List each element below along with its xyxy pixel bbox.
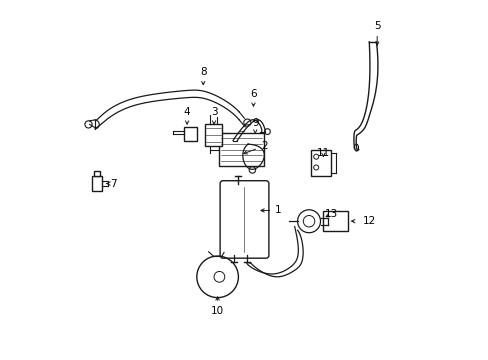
Text: 1: 1 <box>261 206 281 216</box>
Text: 11: 11 <box>316 148 329 158</box>
Bar <box>92 176 102 192</box>
FancyBboxPatch shape <box>220 181 268 258</box>
Bar <box>204 125 222 146</box>
Text: 12: 12 <box>362 216 375 226</box>
Text: 6: 6 <box>250 89 256 106</box>
Text: 7: 7 <box>106 179 117 189</box>
Bar <box>310 149 330 176</box>
Text: 9: 9 <box>251 118 258 134</box>
Text: 3: 3 <box>210 107 217 124</box>
Text: 10: 10 <box>211 297 224 316</box>
Text: 5: 5 <box>373 21 380 45</box>
Text: 8: 8 <box>200 67 206 85</box>
Bar <box>183 127 197 141</box>
Text: 2: 2 <box>244 141 267 154</box>
Bar <box>94 171 100 176</box>
Text: 13: 13 <box>324 209 337 219</box>
Bar <box>323 211 347 231</box>
Text: 4: 4 <box>183 107 190 124</box>
Bar <box>219 134 264 166</box>
